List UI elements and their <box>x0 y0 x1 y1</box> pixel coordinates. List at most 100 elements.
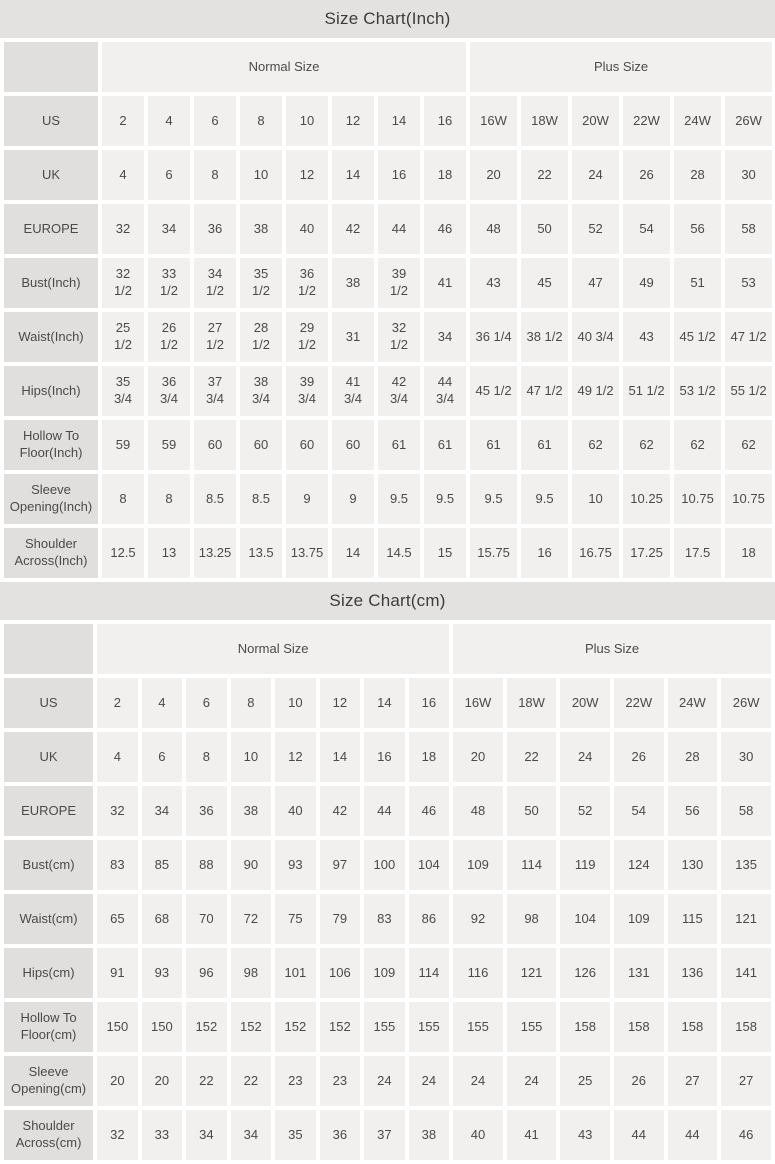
size-value-cell: 61 <box>424 420 467 470</box>
size-value-cell: 38 <box>408 1110 450 1160</box>
size-value-cell: 29 1/2 <box>286 312 328 362</box>
size-value-cell: 36 <box>319 1110 361 1160</box>
plus-size-header: Plus Size <box>453 624 771 674</box>
size-value-cell: 2 <box>97 678 138 728</box>
size-value-cell: 61 <box>470 420 518 470</box>
size-value-cell: 10.75 <box>674 474 722 524</box>
size-value-cell: 104 <box>560 894 610 944</box>
size-value-cell: 158 <box>560 1002 610 1052</box>
size-value-cell: 14 <box>319 732 361 782</box>
corner-cell <box>4 624 94 674</box>
size-value-cell: 32 <box>97 786 138 836</box>
size-value-cell: 121 <box>721 894 771 944</box>
size-value-cell: 8 <box>194 150 236 200</box>
size-group-header-row: Normal Size Plus Size <box>4 42 773 92</box>
size-value-cell: 152 <box>186 1002 227 1052</box>
size-value-cell: 121 <box>506 948 557 998</box>
table-row: Hips(Inch) 35 3/4 36 3/4 37 3/4 38 3/4 39 3/… <box>4 366 773 416</box>
size-value-cell: 44 <box>364 786 405 836</box>
size-value-cell: 60 <box>286 420 328 470</box>
size-value-cell: 27 1/2 <box>194 312 236 362</box>
size-value-cell: 36 1/2 <box>286 258 328 308</box>
size-value-cell: 23 <box>275 1056 316 1106</box>
size-value-cell: 10.75 <box>725 474 773 524</box>
size-chart-title: Size Chart(cm) <box>0 582 775 620</box>
size-value-cell: 88 <box>186 840 227 890</box>
size-chart-section: Size Chart(Inch) Normal Size Plus Size U… <box>0 0 775 578</box>
size-value-cell: 106 <box>319 948 361 998</box>
size-value-cell: 10 <box>572 474 620 524</box>
size-value-cell: 47 <box>572 258 620 308</box>
size-table: Normal Size Plus Size US 2 4 6 8 10 12 14 16 16W… <box>0 620 775 1164</box>
size-value-cell: 43 <box>470 258 518 308</box>
size-value-cell: 47 1/2 <box>725 312 773 362</box>
size-value-cell: 42 3/4 <box>378 366 420 416</box>
size-value-cell: 20W <box>560 678 610 728</box>
size-value-cell: 38 <box>240 204 282 254</box>
size-value-cell: 32 1/2 <box>378 312 420 362</box>
size-value-cell: 12 <box>332 96 374 146</box>
size-value-cell: 49 1/2 <box>572 366 620 416</box>
size-value-cell: 8 <box>102 474 144 524</box>
normal-size-header: Normal Size <box>102 42 467 92</box>
size-value-cell: 15.75 <box>470 528 518 578</box>
size-value-cell: 79 <box>319 894 361 944</box>
row-label: Sleeve Opening(Inch) <box>4 474 98 524</box>
size-value-cell: 32 <box>102 204 144 254</box>
size-value-cell: 8.5 <box>194 474 236 524</box>
size-value-cell: 24W <box>674 96 722 146</box>
size-value-cell: 33 <box>141 1110 183 1160</box>
size-value-cell: 25 <box>560 1056 610 1106</box>
size-value-cell: 26 1/2 <box>148 312 190 362</box>
size-value-cell: 9.5 <box>470 474 518 524</box>
table-row: US 2 4 6 8 10 12 14 16 16W 18W 20W 22W 24W 26W <box>4 96 773 146</box>
size-value-cell: 17.25 <box>623 528 671 578</box>
size-value-cell: 38 <box>332 258 374 308</box>
size-value-cell: 13.25 <box>194 528 236 578</box>
size-value-cell: 20 <box>470 150 518 200</box>
size-value-cell: 22 <box>506 732 557 782</box>
size-value-cell: 83 <box>364 894 405 944</box>
size-value-cell: 49 <box>623 258 671 308</box>
size-value-cell: 62 <box>572 420 620 470</box>
table-row: Hollow To Floor(cm) 150 150 152 152 152 152 15… <box>4 1002 771 1052</box>
size-value-cell: 152 <box>230 1002 272 1052</box>
size-value-cell: 24 <box>572 150 620 200</box>
table-row: Waist(cm) 65 68 70 72 75 79 83 86 92 98 104 109 115 1… <box>4 894 771 944</box>
size-value-cell: 40 <box>453 1110 503 1160</box>
size-value-cell: 18 <box>424 150 467 200</box>
size-value-cell: 61 <box>521 420 569 470</box>
table-row: Hips(cm) 91 93 96 98 101 106 109 114 116 121 126 13… <box>4 948 771 998</box>
size-value-cell: 16 <box>424 96 467 146</box>
size-value-cell: 39 3/4 <box>286 366 328 416</box>
size-value-cell: 39 1/2 <box>378 258 420 308</box>
table-row: UK 4 6 8 10 12 14 16 18 20 22 24 26 28 30 <box>4 732 771 782</box>
size-value-cell: 20 <box>141 1056 183 1106</box>
size-value-cell: 12.5 <box>102 528 144 578</box>
size-value-cell: 28 <box>667 732 718 782</box>
size-value-cell: 8 <box>148 474 190 524</box>
size-value-cell: 13.75 <box>286 528 328 578</box>
size-value-cell: 46 <box>424 204 467 254</box>
row-label: UK <box>4 732 94 782</box>
row-label: Hollow To Floor(Inch) <box>4 420 98 470</box>
size-value-cell: 24 <box>453 1056 503 1106</box>
size-value-cell: 62 <box>674 420 722 470</box>
size-value-cell: 44 <box>667 1110 718 1160</box>
size-value-cell: 9 <box>332 474 374 524</box>
size-value-cell: 27 <box>667 1056 718 1106</box>
size-value-cell: 40 <box>275 786 316 836</box>
size-value-cell: 8.5 <box>240 474 282 524</box>
size-value-cell: 26 <box>613 732 664 782</box>
size-value-cell: 43 <box>560 1110 610 1160</box>
size-value-cell: 55 1/2 <box>725 366 773 416</box>
size-chart-section: Size Chart(cm) Normal Size Plus Size US … <box>0 582 775 1164</box>
size-chart-title: Size Chart(Inch) <box>0 0 775 38</box>
size-value-cell: 28 <box>674 150 722 200</box>
size-value-cell: 61 <box>378 420 420 470</box>
size-value-cell: 48 <box>470 204 518 254</box>
size-value-cell: 40 3/4 <box>572 312 620 362</box>
size-value-cell: 104 <box>408 840 450 890</box>
size-value-cell: 155 <box>453 1002 503 1052</box>
